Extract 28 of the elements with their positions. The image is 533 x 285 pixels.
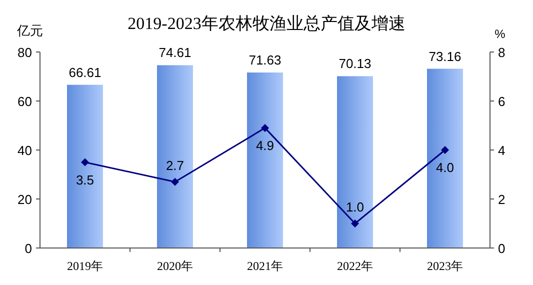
ytick: 40 [18,143,32,158]
data-label: 73.16 [428,48,462,64]
ylabel: 亿元 [17,23,43,38]
xtick: 2023年 [427,259,463,273]
data-label: 71.63 [248,52,282,68]
data-label: 2.7 [166,158,184,173]
data-label: 1.0 [346,200,364,214]
y2tick: 6 [498,94,506,109]
xtick: 2020年 [157,259,193,273]
y2tick: 4 [498,143,506,158]
data-label: 74.61 [158,45,192,60]
title: 2019-2023年农林牧渔业总产值及增速 [128,14,406,33]
ytick: 20 [18,192,32,207]
y2tick: 0 [498,241,506,256]
data-label: 3.5 [76,172,94,188]
data-label: 66.61 [68,64,102,80]
xtick: 2021年 [247,259,283,273]
y2tick: 2 [498,192,506,207]
xtick: 2022年 [337,259,373,273]
ytick: 80 [18,45,32,60]
y2label: % [494,27,506,41]
data-label: 4.9 [256,138,274,153]
y2tick: 8 [498,45,506,60]
data-label: 70.13 [338,56,372,72]
ytick: 0 [24,241,32,256]
ytick: 60 [18,94,32,109]
xtick: 2019年 [67,259,103,273]
data-label: 4.0 [436,160,454,175]
